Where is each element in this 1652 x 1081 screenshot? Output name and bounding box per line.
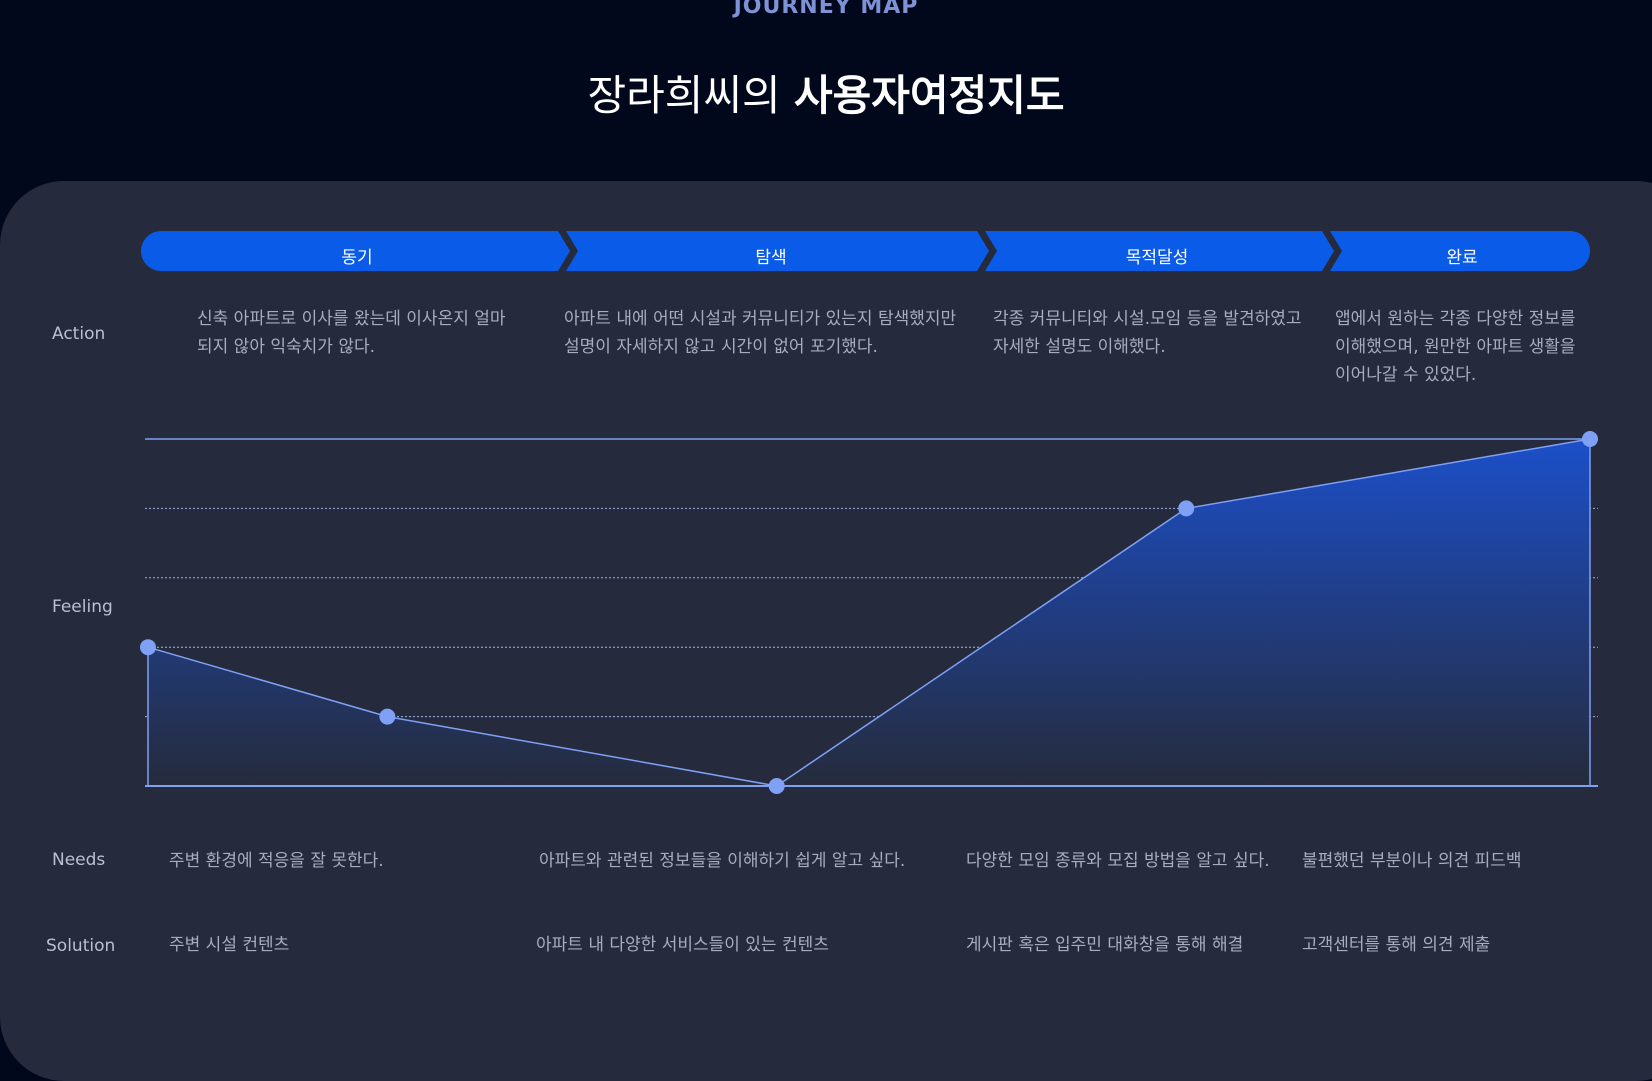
feeling-point <box>379 708 396 725</box>
row-label-needs: Needs <box>52 850 106 870</box>
needs-cell-2: 아파트와 관련된 정보들을 이해하기 쉽게 알고 싶다. <box>539 851 906 871</box>
stage-label-1: 동기 <box>341 248 373 268</box>
stage-arrow-explore <box>566 231 989 271</box>
row-label-feeling: Feeling <box>52 597 113 617</box>
eyebrow: JOURNEY MAP <box>733 0 919 19</box>
stage-label-2: 탐색 <box>755 248 787 268</box>
feeling-chart <box>140 431 1598 794</box>
feeling-point <box>1178 500 1195 517</box>
stage-arrow-motivation <box>141 231 570 271</box>
action-line: 설명이 자세하지 않고 시간이 없어 포기했다. <box>564 337 878 357</box>
action-line: 신축 아파트로 이사를 왔는데 이사온지 얼마 <box>197 309 506 329</box>
needs-cell-4: 불편했던 부분이나 의견 피드백 <box>1302 851 1522 871</box>
stage-label-4: 완료 <box>1446 248 1478 268</box>
solution-cell-2: 아파트 내 다양한 서비스들이 있는 컨텐츠 <box>536 935 829 955</box>
needs-cell-1: 주변 환경에 적응을 잘 못한다. <box>169 851 384 871</box>
action-cell-1: 신축 아파트로 이사를 왔는데 이사온지 얼마 되지 않아 익숙치가 않다. <box>197 305 506 361</box>
stage-label-3: 목적달성 <box>1125 248 1189 268</box>
stage-arrow-goal <box>985 231 1334 271</box>
stage-bar <box>141 231 1590 271</box>
action-line: 자세한 설명도 이해했다. <box>993 337 1166 357</box>
feeling-area <box>148 439 1590 786</box>
title-bold: 사용자여정지도 <box>794 71 1065 120</box>
stage-arrow-done <box>1330 231 1590 271</box>
action-line: 이해했으며, 원만한 아파트 생활을 <box>1335 337 1576 357</box>
action-line: 아파트 내에 어떤 시설과 커뮤니티가 있는지 탐색했지만 <box>564 309 957 329</box>
needs-cell-3: 다양한 모임 종류와 모집 방법을 알고 싶다. <box>966 851 1270 871</box>
page-title: 장라희씨의 사용자여정지도 <box>0 62 1652 123</box>
action-line: 각종 커뮤니티와 시설.모임 등을 발견하였고 <box>993 309 1302 329</box>
action-cell-4: 앱에서 원하는 각종 다양한 정보를 이해했으며, 원만한 아파트 생활을 이어… <box>1335 305 1576 389</box>
row-label-action: Action <box>52 324 106 344</box>
action-line: 이어나갈 수 있었다. <box>1335 365 1477 385</box>
feeling-point <box>768 778 785 794</box>
title-regular: 장라희씨의 <box>587 71 781 120</box>
feeling-point <box>1582 431 1598 447</box>
feeling-point <box>140 639 156 656</box>
action-line: 되지 않아 익숙치가 않다. <box>197 337 376 357</box>
solution-cell-1: 주변 시설 컨텐츠 <box>169 935 290 955</box>
action-cell-3: 각종 커뮤니티와 시설.모임 등을 발견하였고 자세한 설명도 이해했다. <box>993 305 1302 361</box>
row-label-solution: Solution <box>46 936 116 956</box>
action-line: 앱에서 원하는 각종 다양한 정보를 <box>1335 309 1576 329</box>
solution-cell-4: 고객센터를 통해 의견 제출 <box>1302 935 1491 955</box>
solution-cell-3: 게시판 혹은 입주민 대화창을 통해 해결 <box>966 935 1244 955</box>
action-cell-2: 아파트 내에 어떤 시설과 커뮤니티가 있는지 탐색했지만 설명이 자세하지 않… <box>564 305 956 361</box>
